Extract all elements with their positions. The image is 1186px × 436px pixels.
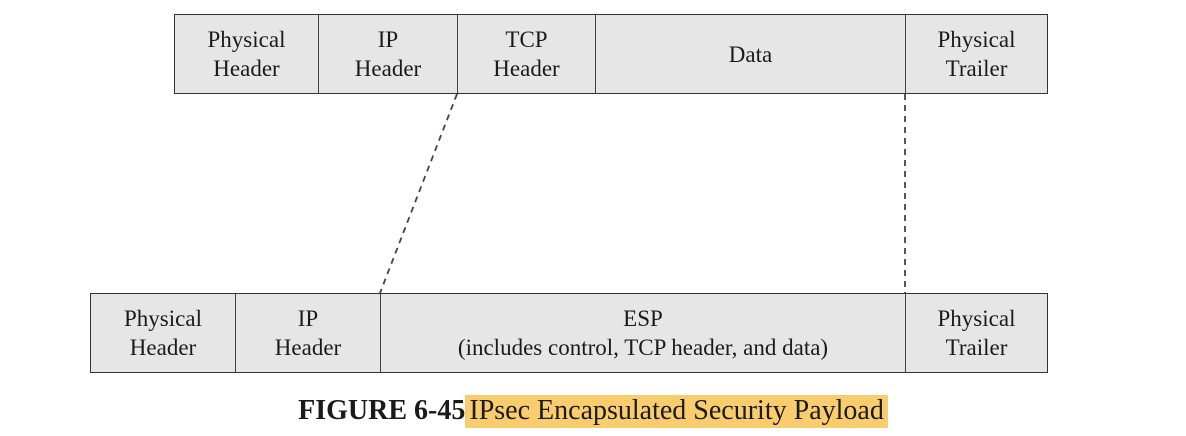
top-tcp-header-field: TCP Header bbox=[458, 15, 596, 93]
top-physical-trailer-field: Physical Trailer bbox=[906, 15, 1047, 93]
field-label: TCP bbox=[505, 27, 548, 52]
field-label: Header bbox=[274, 335, 342, 360]
esp-packet: Physical Header IP Header ESP (includes … bbox=[90, 293, 1048, 373]
field-label: Trailer bbox=[945, 335, 1008, 360]
bottom-ip-header-field: IP Header bbox=[236, 294, 381, 372]
field-label: Header bbox=[493, 56, 560, 81]
top-ip-header-field: IP Header bbox=[319, 15, 458, 93]
field-label: Header bbox=[354, 56, 422, 81]
top-physical-header-field: Physical Header bbox=[175, 15, 319, 93]
field-label: Trailer bbox=[945, 56, 1008, 81]
figure-number: FIGURE 6-45 bbox=[298, 395, 466, 426]
figure-caption: FIGURE 6-45 IPsec Encapsulated Security P… bbox=[0, 393, 1186, 429]
bottom-physical-trailer-field: Physical Trailer bbox=[906, 294, 1047, 372]
field-label: Header bbox=[129, 335, 197, 360]
field-label: Physical bbox=[937, 306, 1016, 331]
bottom-physical-header-field: Physical Header bbox=[91, 294, 236, 372]
field-label: (includes control, TCP header, and data) bbox=[457, 335, 829, 360]
field-label: Physical bbox=[207, 27, 286, 52]
field-label: Physical bbox=[124, 306, 202, 331]
original-packet: Physical Header IP Header TCP Header Dat… bbox=[174, 14, 1048, 94]
top-data-field: Data bbox=[596, 15, 906, 93]
field-label: Physical bbox=[937, 27, 1016, 52]
field-label: Header bbox=[213, 56, 280, 81]
dashed-line-left bbox=[379, 93, 458, 294]
field-label: IP bbox=[297, 306, 319, 331]
field-label: IP bbox=[377, 27, 399, 52]
bottom-esp-field: ESP (includes control, TCP header, and d… bbox=[381, 294, 906, 372]
figure-title: IPsec Encapsulated Security Payload bbox=[465, 395, 888, 428]
field-label: ESP bbox=[623, 306, 663, 331]
field-label: Data bbox=[728, 41, 773, 67]
